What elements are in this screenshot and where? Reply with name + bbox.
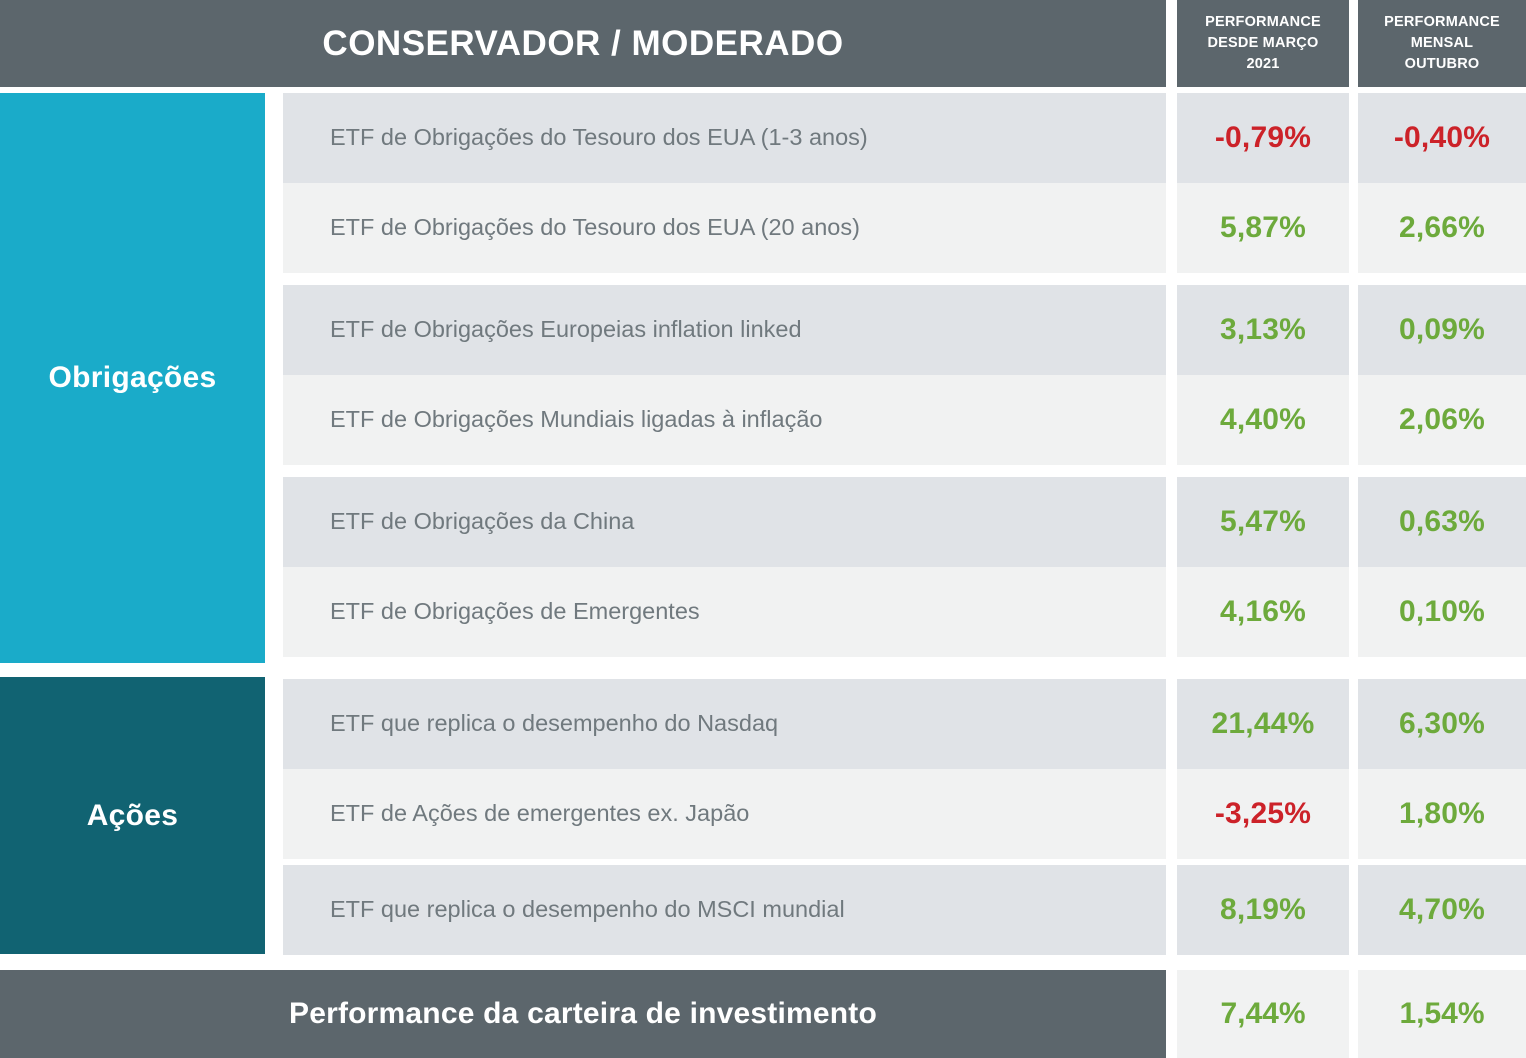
- row-name: ETF de Obrigações Europeias inflation li…: [330, 316, 802, 343]
- row-value-monthly-cell: 0,10%: [1358, 567, 1526, 657]
- footer-value-since-march-cell: 7,44%: [1177, 970, 1349, 1058]
- row-value-monthly: 2,06%: [1398, 403, 1486, 436]
- row-value-since-march-cell: 5,47%: [1177, 477, 1349, 567]
- header-column-since-march: PERFORMANCE DESDE MARÇO 2021: [1177, 0, 1349, 87]
- row-value-monthly: 2,66%: [1398, 211, 1486, 244]
- row-value-since-march-cell: 4,40%: [1177, 375, 1349, 465]
- category-label-obrigacoes: Obrigações: [48, 361, 217, 394]
- row-value-since-march: 5,87%: [1219, 211, 1307, 244]
- category-block-acoes: Ações: [0, 677, 265, 954]
- row-value-since-march: 21,44%: [1211, 707, 1315, 740]
- row-value-monthly: 4,70%: [1398, 893, 1486, 926]
- row-value-monthly-cell: -0,40%: [1358, 93, 1526, 183]
- row-value-since-march-cell: -3,25%: [1177, 769, 1349, 859]
- row-name: ETF que replica o desempenho do MSCI mun…: [330, 896, 845, 923]
- header-portfolio-title-cell: CONSERVADOR / MODERADO: [0, 0, 1166, 87]
- row-name: ETF que replica o desempenho do Nasdaq: [330, 710, 779, 737]
- row-value-since-march-cell: -0,79%: [1177, 93, 1349, 183]
- row-value-monthly-cell: 6,30%: [1358, 679, 1526, 769]
- row-value-monthly: 0,10%: [1398, 595, 1486, 628]
- row-value-monthly-cell: 2,06%: [1358, 375, 1526, 465]
- row-value-monthly-cell: 4,70%: [1358, 865, 1526, 955]
- row-name: ETF de Obrigações do Tesouro dos EUA (1-…: [330, 124, 868, 151]
- row-name-cell: ETF de Obrigações Europeias inflation li…: [283, 285, 1166, 375]
- row-value-since-march-cell: 8,19%: [1177, 865, 1349, 955]
- row-value-since-march-cell: 4,16%: [1177, 567, 1349, 657]
- row-name-cell: ETF de Ações de emergentes ex. Japão: [283, 769, 1166, 859]
- row-value-since-march: 5,47%: [1219, 505, 1307, 538]
- row-value-monthly: 0,63%: [1398, 505, 1486, 538]
- row-value-monthly: 1,80%: [1398, 797, 1486, 830]
- row-value-since-march: 4,40%: [1219, 403, 1307, 436]
- row-name: ETF de Obrigações Mundiais ligadas à inf…: [330, 406, 823, 433]
- footer-value-monthly-cell: 1,54%: [1358, 970, 1526, 1058]
- header-column-monthly-label: PERFORMANCE MENSAL OUTUBRO: [1384, 13, 1500, 72]
- row-value-since-march: 3,13%: [1219, 313, 1307, 346]
- table-header: CONSERVADOR / MODERADO PERFORMANCE DESDE…: [0, 0, 1526, 87]
- category-block-obrigacoes: Obrigações: [0, 93, 265, 663]
- footer-label-cell: Performance da carteira de investimento: [0, 970, 1166, 1058]
- row-value-monthly-cell: 0,09%: [1358, 285, 1526, 375]
- header-column-since-march-label: PERFORMANCE DESDE MARÇO 2021: [1205, 13, 1321, 72]
- footer-label: Performance da carteira de investimento: [288, 997, 878, 1030]
- row-value-monthly: 0,09%: [1398, 313, 1486, 346]
- row-name-cell: ETF de Obrigações do Tesouro dos EUA (1-…: [283, 93, 1166, 183]
- row-value-since-march: -0,79%: [1214, 121, 1312, 154]
- row-value-since-march-cell: 3,13%: [1177, 285, 1349, 375]
- row-name-cell: ETF de Obrigações da China: [283, 477, 1166, 567]
- row-value-monthly: 6,30%: [1398, 707, 1486, 740]
- table-footer-total: Performance da carteira de investimento …: [0, 970, 1526, 1058]
- row-value-monthly-cell: 1,80%: [1358, 769, 1526, 859]
- row-value-since-march: 4,16%: [1219, 595, 1307, 628]
- header-column-monthly: PERFORMANCE MENSAL OUTUBRO: [1358, 0, 1526, 87]
- row-value-monthly-cell: 2,66%: [1358, 183, 1526, 273]
- row-value-since-march: -3,25%: [1214, 797, 1312, 830]
- row-name: ETF de Obrigações de Emergentes: [330, 598, 700, 625]
- category-label-acoes: Ações: [86, 798, 179, 832]
- row-name-cell: ETF que replica o desempenho do Nasdaq: [283, 679, 1166, 769]
- row-name-cell: ETF que replica o desempenho do MSCI mun…: [283, 865, 1166, 955]
- footer-value-monthly: 1,54%: [1399, 997, 1485, 1030]
- row-value-since-march-cell: 5,87%: [1177, 183, 1349, 273]
- row-value-monthly-cell: 0,63%: [1358, 477, 1526, 567]
- row-name-cell: ETF de Obrigações de Emergentes: [283, 567, 1166, 657]
- page-title: CONSERVADOR / MODERADO: [322, 24, 844, 63]
- row-name-cell: ETF de Obrigações Mundiais ligadas à inf…: [283, 375, 1166, 465]
- footer-value-since-march: 7,44%: [1220, 997, 1306, 1030]
- row-value-since-march-cell: 21,44%: [1177, 679, 1349, 769]
- row-name: ETF de Ações de emergentes ex. Japão: [330, 800, 750, 827]
- row-name: ETF de Obrigações do Tesouro dos EUA (20…: [330, 214, 860, 241]
- row-value-since-march: 8,19%: [1219, 893, 1307, 926]
- row-name-cell: ETF de Obrigações do Tesouro dos EUA (20…: [283, 183, 1166, 273]
- row-value-monthly: -0,40%: [1393, 121, 1491, 154]
- row-name: ETF de Obrigações da China: [330, 508, 635, 535]
